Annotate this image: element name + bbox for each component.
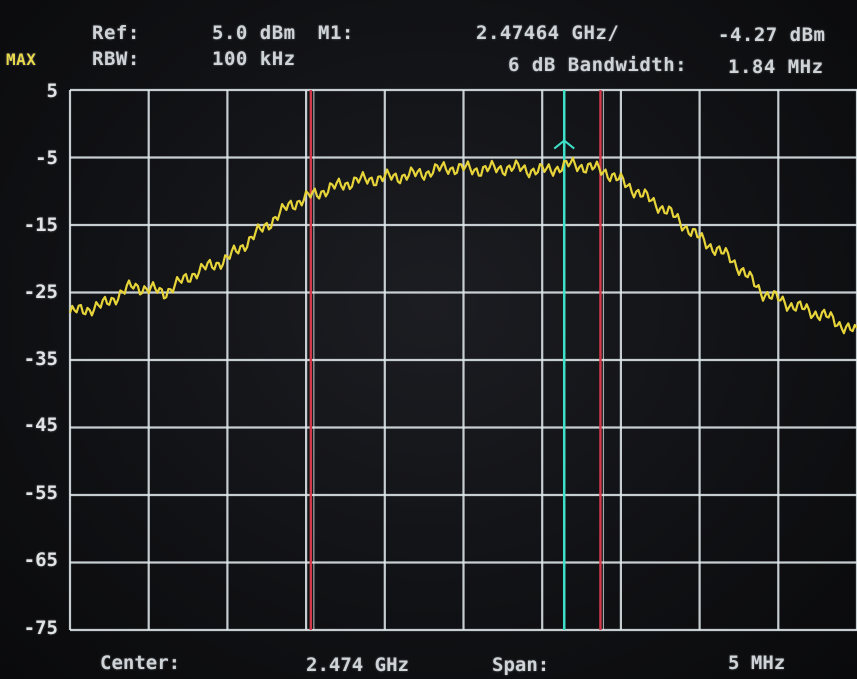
center-label: Center: — [100, 652, 181, 674]
center-value: 2.474 GHz — [306, 654, 409, 676]
y-tick-label: -25 — [23, 281, 58, 303]
span-value: 5 MHz — [728, 652, 786, 674]
marker-m1-symbol — [553, 139, 575, 150]
ref-label: Ref: — [92, 22, 140, 44]
spectrum-trace — [68, 156, 857, 335]
bandwidth-label: 6 dB Bandwidth: — [508, 54, 688, 76]
marker-label: M1: — [318, 22, 354, 44]
marker-level: -4.27 dBm — [718, 24, 826, 46]
span-label: Span: — [492, 654, 550, 676]
bandwidth-value: 1.84 MHz — [728, 56, 824, 78]
ref-value: 5.0 dBm — [212, 22, 296, 44]
y-tick-label: -45 — [23, 414, 58, 436]
y-tick-label: -75 — [23, 617, 58, 639]
y-tick-label: -65 — [23, 549, 58, 571]
rbw-value: 100 kHz — [212, 48, 296, 70]
y-tick-label: -5 — [35, 147, 58, 169]
y-tick-label: 5 — [46, 80, 58, 102]
rbw-label: RBW: — [92, 48, 140, 70]
y-tick-label: -35 — [23, 348, 58, 370]
y-tick-label: -15 — [23, 214, 58, 236]
y-tick-label: -55 — [23, 482, 58, 504]
trace-mode-label: MAX — [6, 50, 37, 69]
marker-frequency: 2.47464 GHz/ — [476, 22, 620, 44]
